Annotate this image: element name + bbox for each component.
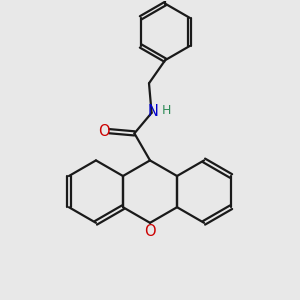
Text: N: N	[148, 104, 158, 119]
Text: O: O	[144, 224, 156, 238]
Text: O: O	[98, 124, 110, 139]
Text: H: H	[161, 104, 171, 117]
